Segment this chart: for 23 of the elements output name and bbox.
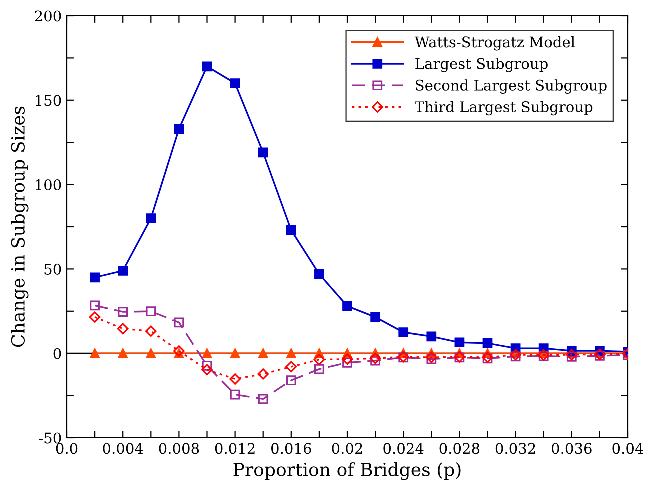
y-axis-title: Change in Subgroup Sizes	[11, 106, 29, 348]
y-tick-label: 200	[35, 10, 62, 22]
y-tick-label: 0	[54, 348, 62, 360]
y-tick-label: 150	[36, 95, 62, 106]
x-tick-label: 0.028	[440, 443, 480, 454]
x-tick-label: 0.032	[496, 443, 536, 454]
legend-label: Watts-Strogatz Model	[414, 36, 576, 51]
x-tick-label: 0.008	[159, 443, 200, 454]
y-tick-label: 100	[36, 180, 62, 191]
x-tick-label: 0.036	[552, 443, 592, 454]
x-tick-label: 0.012	[215, 443, 255, 454]
x-tick-label: 0.02	[332, 443, 362, 454]
legend-label: Third Largest Subgroup	[414, 101, 593, 116]
x-tick-label: 0.004	[103, 443, 144, 454]
x-axis-title: Proportion of Bridges (p)	[234, 462, 461, 480]
x-tick-label: 0.0	[56, 443, 78, 454]
y-tick-label: -50	[39, 432, 62, 444]
x-tick-label: 0.016	[271, 443, 312, 454]
x-tick-label: 0.024	[384, 443, 424, 454]
legend-label: Second Largest Subgroup	[416, 80, 607, 94]
x-tick-label: 0.04	[612, 443, 644, 454]
legend-label: Largest Subgroup	[416, 58, 548, 72]
y-tick-label: 50	[44, 264, 62, 275]
